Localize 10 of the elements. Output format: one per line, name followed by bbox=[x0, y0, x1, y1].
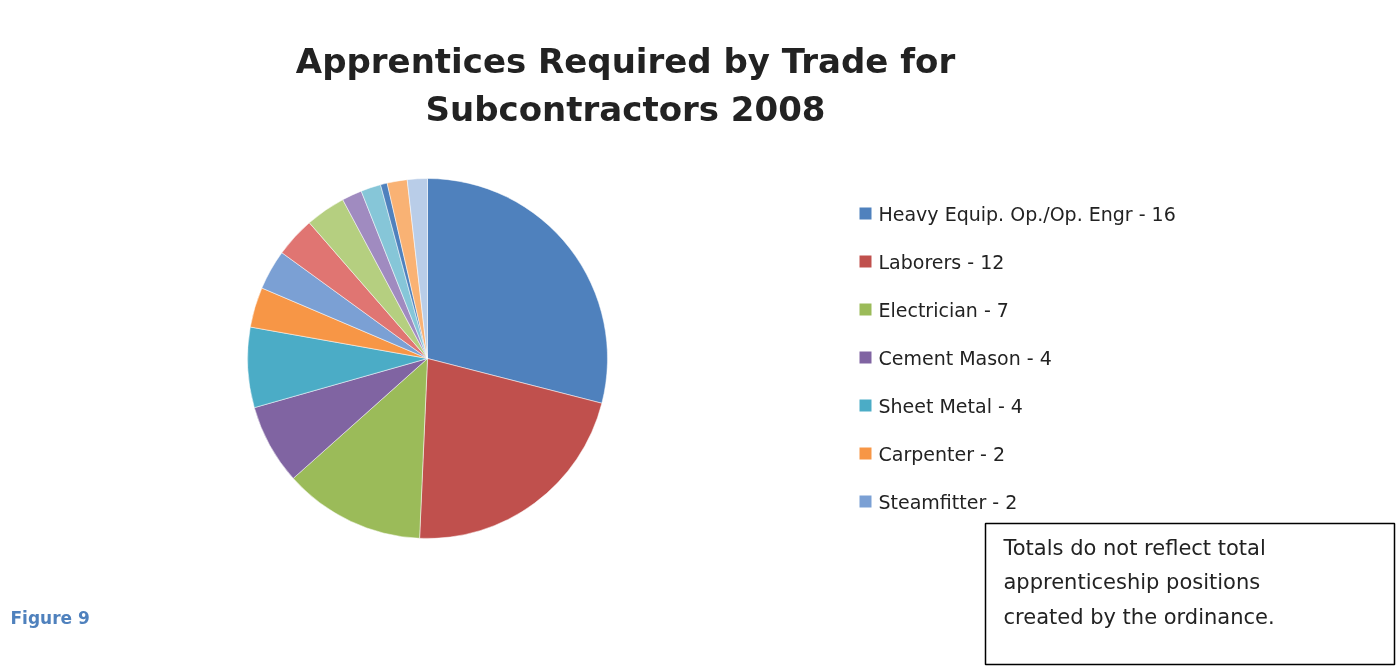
legend-label: Cement Mason - 4 bbox=[878, 346, 1052, 369]
legend-label: Steamfitter - 2 bbox=[878, 490, 1018, 513]
legend-label: Heavy Equip. Op./Op. Engr - 16 bbox=[878, 202, 1176, 225]
legend-label: Laborers - 12 bbox=[878, 250, 1005, 273]
chart-title: Apprentices Required by Trade for Subcontractors 2008 bbox=[295, 40, 956, 129]
text: Totals do not reflect total apprenticeship positions created by the ordinance. bbox=[1002, 535, 1275, 630]
legend-label: Carpenter - 2 bbox=[878, 442, 1005, 465]
caption: Figure 9 bbox=[10, 607, 90, 628]
legend-label: Sheet Metal - 4 bbox=[878, 394, 1023, 417]
legend-label: Electrician - 7 bbox=[878, 298, 1009, 321]
